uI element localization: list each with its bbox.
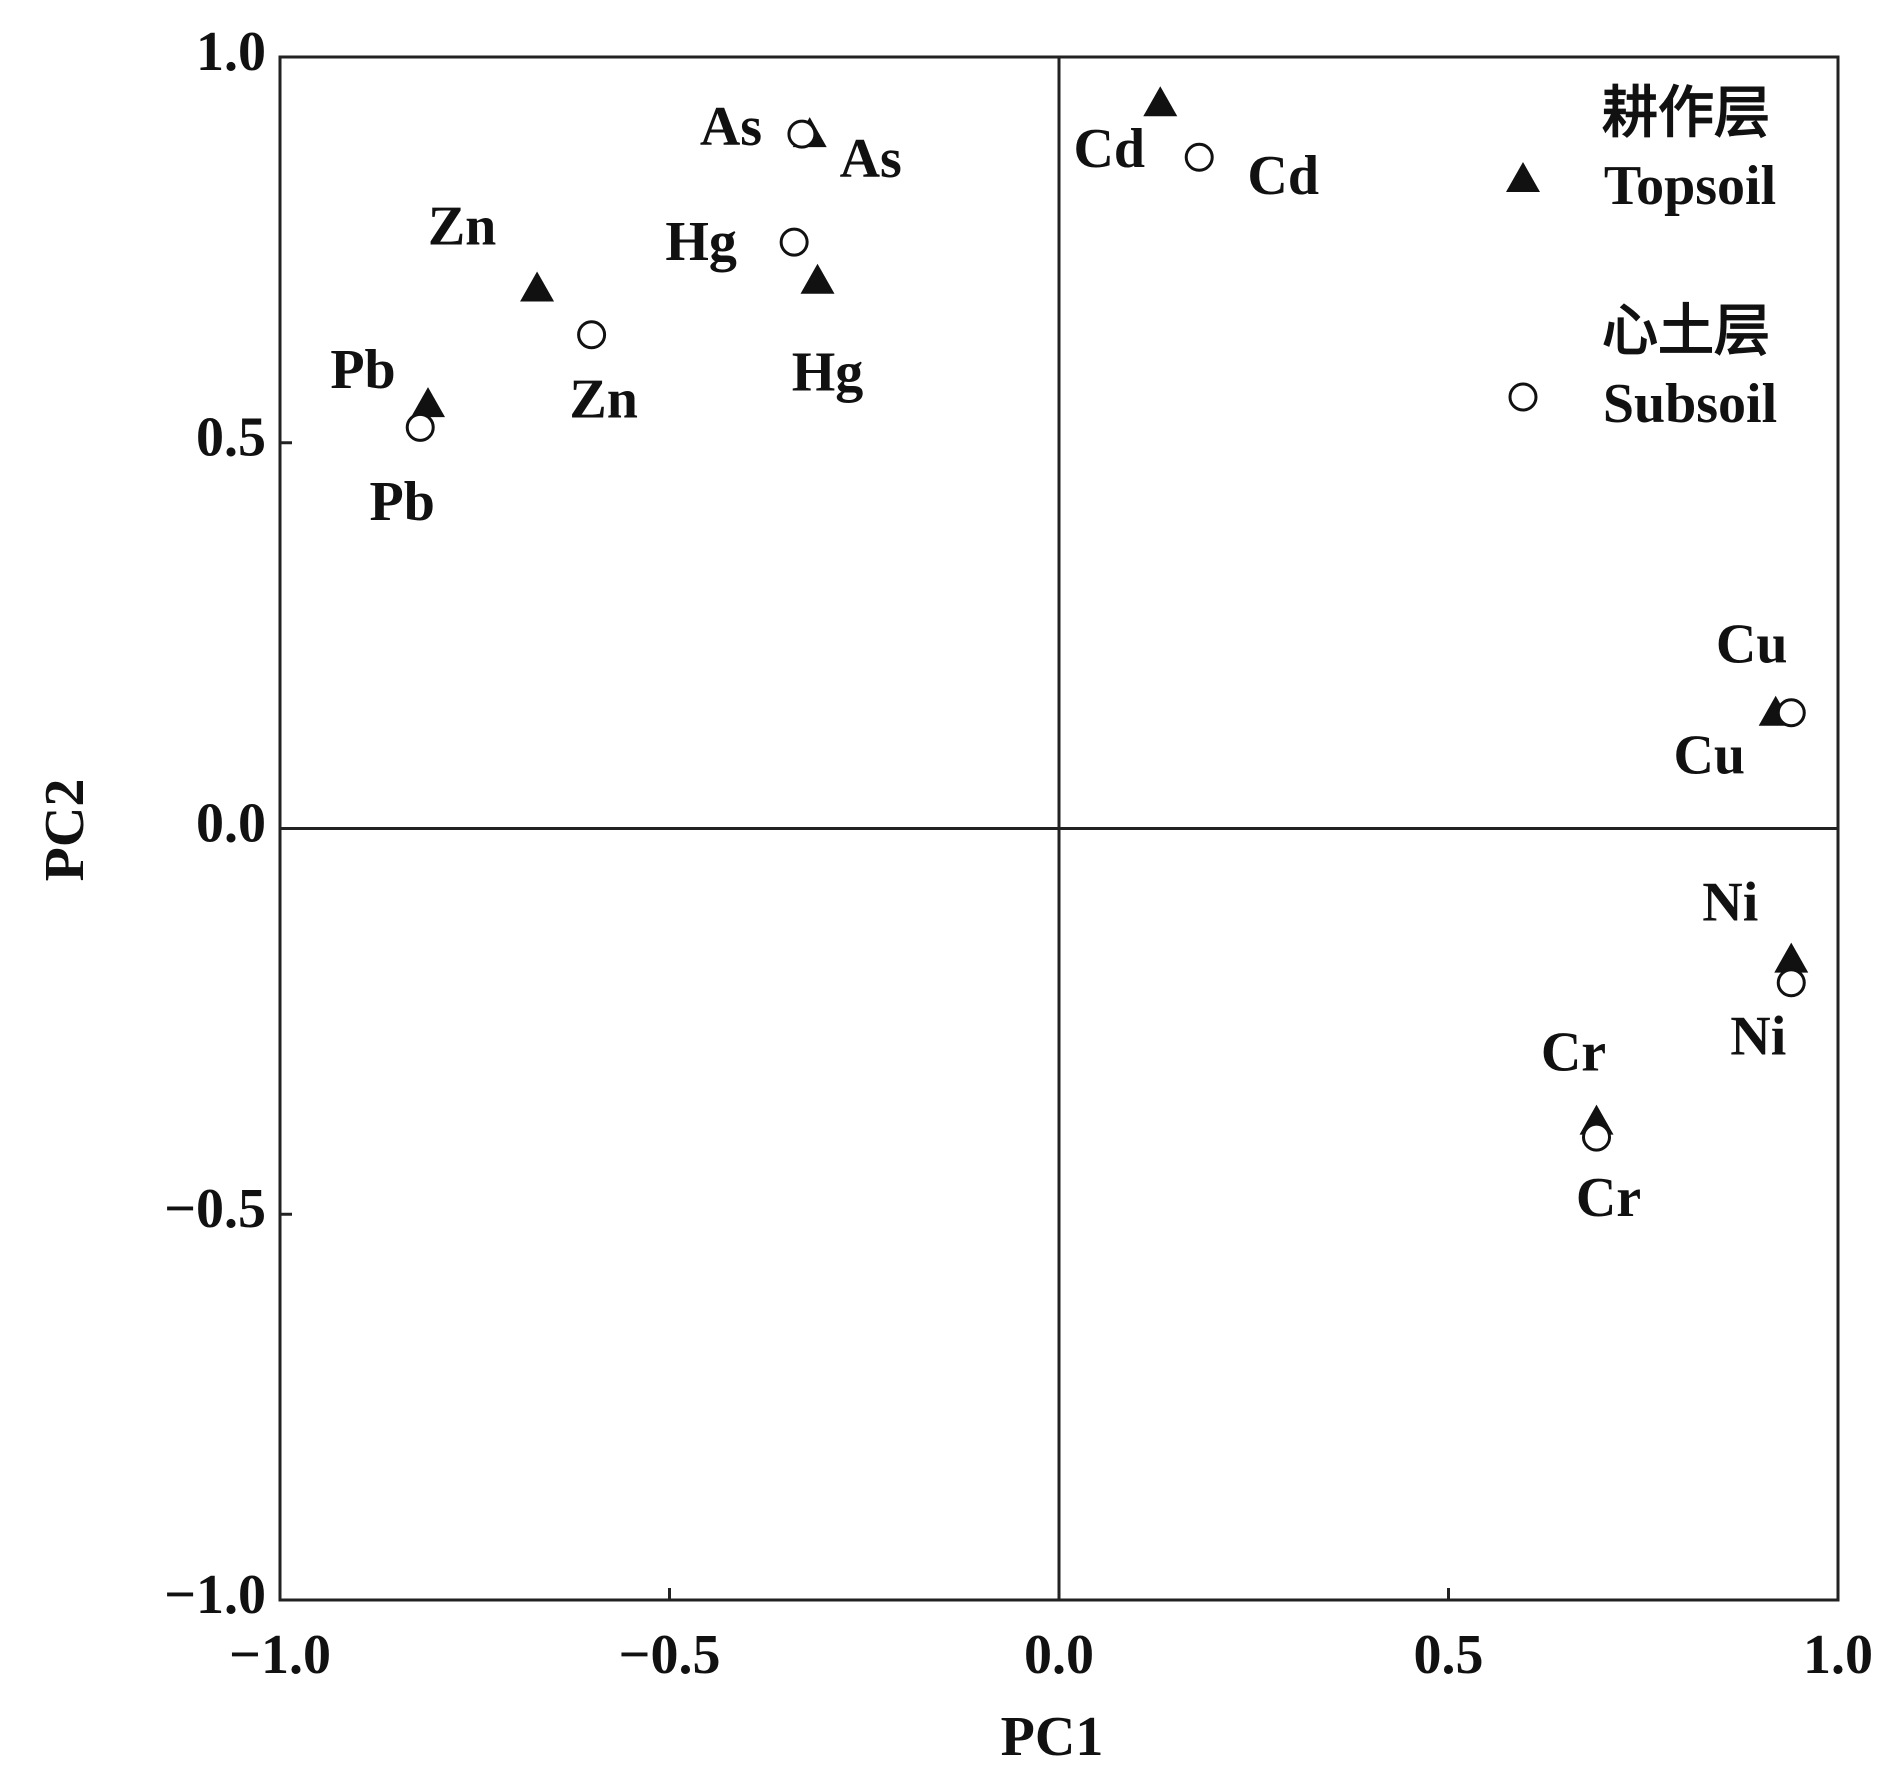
legend-label: Topsoil — [1604, 155, 1776, 217]
point — [1776, 698, 1806, 728]
point-label: Zn — [569, 369, 638, 431]
point-label: Ni — [1730, 1006, 1786, 1068]
point-label: Hg — [792, 342, 864, 404]
x-tick-label: −0.5 — [619, 1624, 721, 1686]
y-tick-label: 0.5 — [196, 407, 266, 469]
point — [405, 412, 435, 442]
legend-marker — [1506, 162, 1540, 192]
legend-marker — [1508, 382, 1538, 412]
legend-label: Subsoil — [1603, 373, 1777, 435]
point-label: Cd — [1073, 118, 1145, 180]
x-tick-label: 0.0 — [1024, 1624, 1094, 1686]
point-label: Cu — [1716, 614, 1788, 676]
point-label: Hg — [665, 211, 737, 273]
point — [1184, 142, 1214, 172]
point — [1774, 942, 1809, 973]
point — [779, 227, 809, 257]
point — [800, 263, 835, 294]
point-label: Cr — [1576, 1167, 1641, 1229]
legend-label-cn: 心土层 — [1602, 301, 1770, 363]
point — [787, 119, 817, 149]
point — [1582, 1122, 1612, 1152]
point-label: Ni — [1702, 871, 1758, 933]
point — [1776, 968, 1806, 998]
point — [411, 387, 446, 418]
point-label: Pb — [370, 471, 435, 533]
point-label: Zn — [428, 195, 497, 257]
point — [1143, 86, 1178, 117]
y-axis-label: PC2 — [34, 779, 96, 882]
x-axis-label: PC1 — [1001, 1706, 1104, 1768]
legend-label-cn: 耕作层 — [1602, 83, 1770, 145]
x-tick-label: 0.5 — [1414, 1624, 1484, 1686]
point-label: Pb — [330, 339, 395, 401]
x-tick-label: 1.0 — [1803, 1624, 1873, 1686]
point-label: Cr — [1541, 1022, 1606, 1084]
x-tick-label: −1.0 — [229, 1624, 331, 1686]
point-label: Cu — [1673, 725, 1745, 787]
y-tick-label: 0.0 — [196, 792, 266, 854]
point-label: Cd — [1247, 145, 1319, 207]
point — [577, 320, 607, 350]
point — [520, 271, 555, 302]
y-tick-label: 1.0 — [196, 21, 266, 83]
y-tick-label: −0.5 — [164, 1178, 266, 1240]
point-label: As — [700, 96, 762, 158]
point-label: As — [840, 128, 902, 190]
y-tick-label: −1.0 — [164, 1564, 266, 1626]
